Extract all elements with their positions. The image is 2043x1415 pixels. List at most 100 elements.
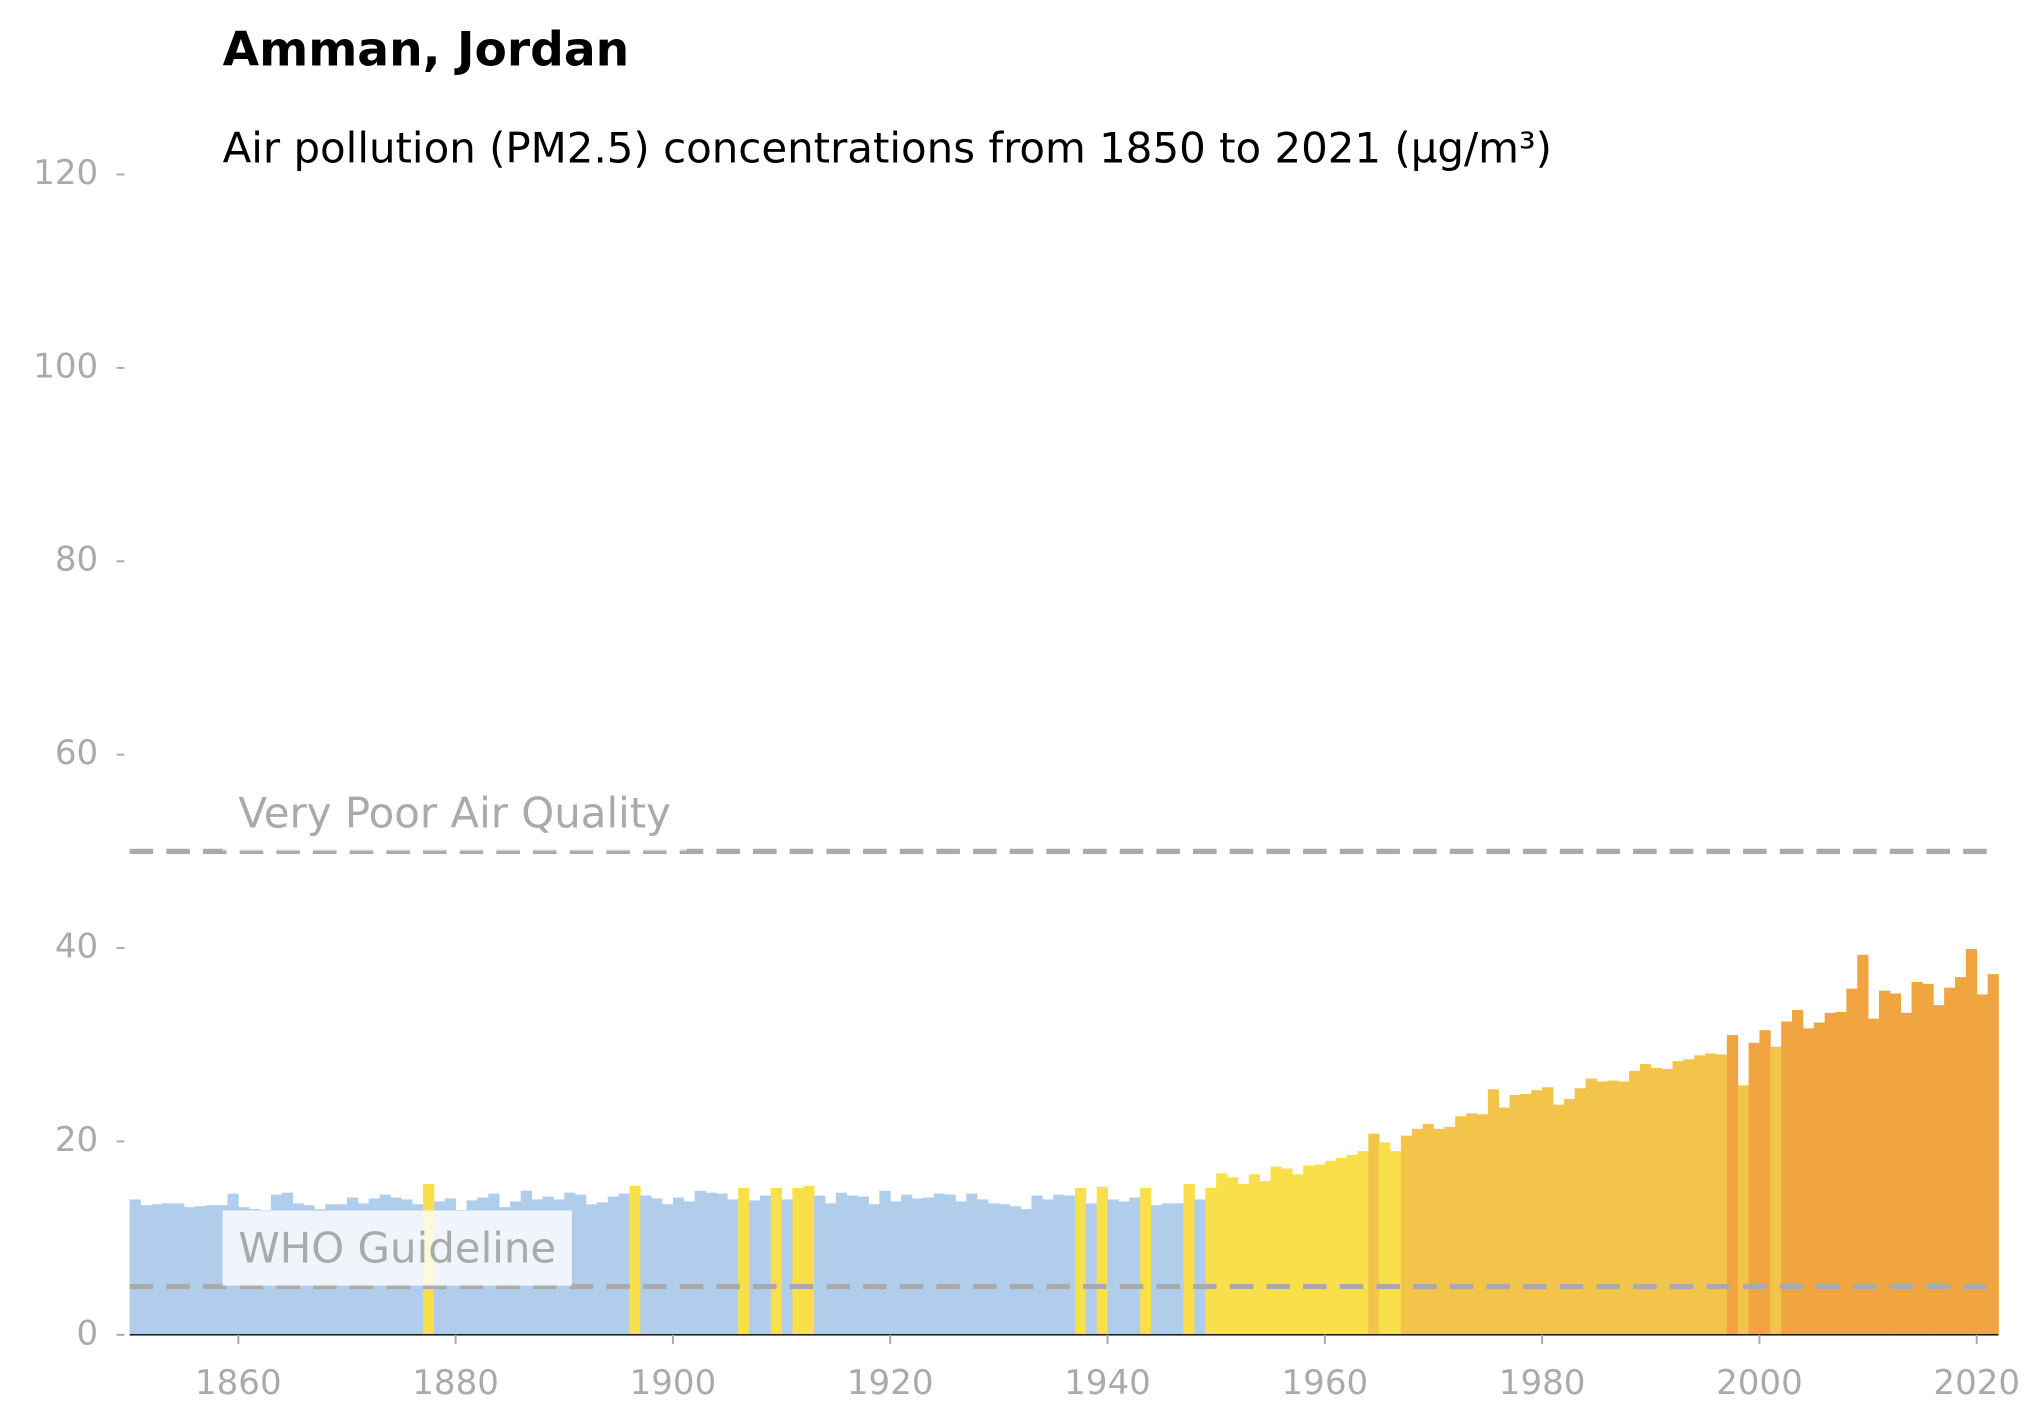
- bar: [1064, 1195, 1076, 1335]
- bar: [1107, 1199, 1119, 1335]
- bar: [1813, 1022, 1826, 1335]
- bar: [1661, 1068, 1673, 1335]
- bar: [955, 1201, 967, 1335]
- bar: [1552, 1104, 1565, 1335]
- bar: [1835, 1011, 1847, 1335]
- bar: [814, 1195, 826, 1335]
- bar: [618, 1193, 630, 1335]
- bar: [933, 1193, 945, 1335]
- bar: [1292, 1174, 1304, 1335]
- bar: [1433, 1128, 1445, 1335]
- bar: [173, 1203, 185, 1335]
- bar: [1933, 1005, 1945, 1335]
- bar: [1781, 1021, 1793, 1335]
- bar: [1596, 1081, 1608, 1335]
- bar: [1357, 1151, 1369, 1335]
- bar: [1335, 1157, 1347, 1335]
- bar: [846, 1195, 859, 1335]
- x-tick-label: 1900: [630, 1363, 717, 1403]
- chart-title: Amman, Jordan: [223, 23, 630, 78]
- bar: [1476, 1114, 1489, 1335]
- bar: [857, 1196, 869, 1335]
- bar: [1248, 1174, 1261, 1335]
- bar: [1140, 1187, 1152, 1335]
- bar: [1629, 1070, 1641, 1335]
- bar: [759, 1195, 772, 1335]
- bar: [1889, 993, 1902, 1335]
- bar: [662, 1204, 674, 1335]
- bar: [1487, 1089, 1500, 1335]
- bar: [1281, 1168, 1293, 1335]
- bar: [1368, 1133, 1380, 1335]
- bar: [1618, 1081, 1630, 1335]
- bar: [835, 1192, 848, 1335]
- bar: [596, 1202, 609, 1335]
- bar: [1683, 1059, 1695, 1335]
- bar: [1031, 1195, 1043, 1335]
- bar: [1096, 1186, 1108, 1335]
- bar: [1922, 983, 1934, 1335]
- bar: [944, 1194, 956, 1335]
- bar: [738, 1187, 750, 1335]
- bar: [1379, 1142, 1391, 1335]
- bar: [1074, 1187, 1087, 1335]
- bar: [1878, 990, 1891, 1335]
- bar: [1802, 1028, 1815, 1335]
- bar: [1346, 1154, 1358, 1335]
- bar: [1444, 1126, 1456, 1335]
- bar: [1792, 1009, 1804, 1335]
- bar: [1607, 1080, 1619, 1335]
- bar: [966, 1193, 978, 1335]
- bar: [977, 1199, 989, 1335]
- bar: [1563, 1098, 1576, 1335]
- bar: [1900, 1012, 1912, 1335]
- bar: [998, 1204, 1011, 1335]
- bar: [1118, 1201, 1130, 1335]
- bar: [1237, 1183, 1250, 1335]
- bar: [1400, 1135, 1413, 1335]
- bar: [705, 1192, 717, 1335]
- bar: [1857, 954, 1869, 1335]
- bar: [792, 1187, 804, 1335]
- bar: [1085, 1203, 1098, 1335]
- chart-subtitle: Air pollution (PM2.5) concentrations fro…: [223, 123, 1552, 172]
- y-tick-label: 120: [33, 153, 98, 193]
- bar: [911, 1198, 924, 1335]
- bar: [629, 1185, 641, 1335]
- bar: [1705, 1053, 1717, 1335]
- annotation-background: [222, 1210, 572, 1286]
- bar: [1455, 1116, 1467, 1335]
- bar: [716, 1193, 728, 1335]
- bar: [1531, 1090, 1543, 1335]
- bar: [825, 1203, 837, 1335]
- bar: [1976, 994, 1989, 1335]
- annotation-background: [222, 775, 687, 851]
- bar: [1987, 974, 1999, 1335]
- x-tick-label: 2000: [1716, 1363, 1803, 1403]
- bar: [803, 1185, 815, 1335]
- bar: [1748, 1042, 1760, 1335]
- annotation-label: WHO Guideline: [238, 1224, 556, 1273]
- bar: [1194, 1199, 1206, 1335]
- bar: [1303, 1165, 1315, 1335]
- bar: [1965, 948, 1978, 1335]
- bar: [129, 1199, 141, 1335]
- bar: [1824, 1012, 1836, 1335]
- bar: [162, 1203, 174, 1335]
- bar: [1737, 1085, 1749, 1335]
- bar: [1205, 1187, 1217, 1335]
- bar: [183, 1207, 196, 1335]
- x-tick-label: 1920: [847, 1363, 934, 1403]
- bar: [1726, 1035, 1739, 1335]
- bar: [216, 1205, 228, 1335]
- x-tick-label: 1960: [1282, 1363, 1369, 1403]
- bar: [575, 1194, 587, 1335]
- bar: [1390, 1151, 1402, 1335]
- bar: [879, 1190, 891, 1335]
- bar: [640, 1195, 652, 1335]
- bar: [1944, 987, 1956, 1335]
- bar: [1466, 1113, 1478, 1335]
- bar: [194, 1206, 207, 1335]
- bar: [1422, 1124, 1434, 1335]
- bar: [1498, 1107, 1510, 1335]
